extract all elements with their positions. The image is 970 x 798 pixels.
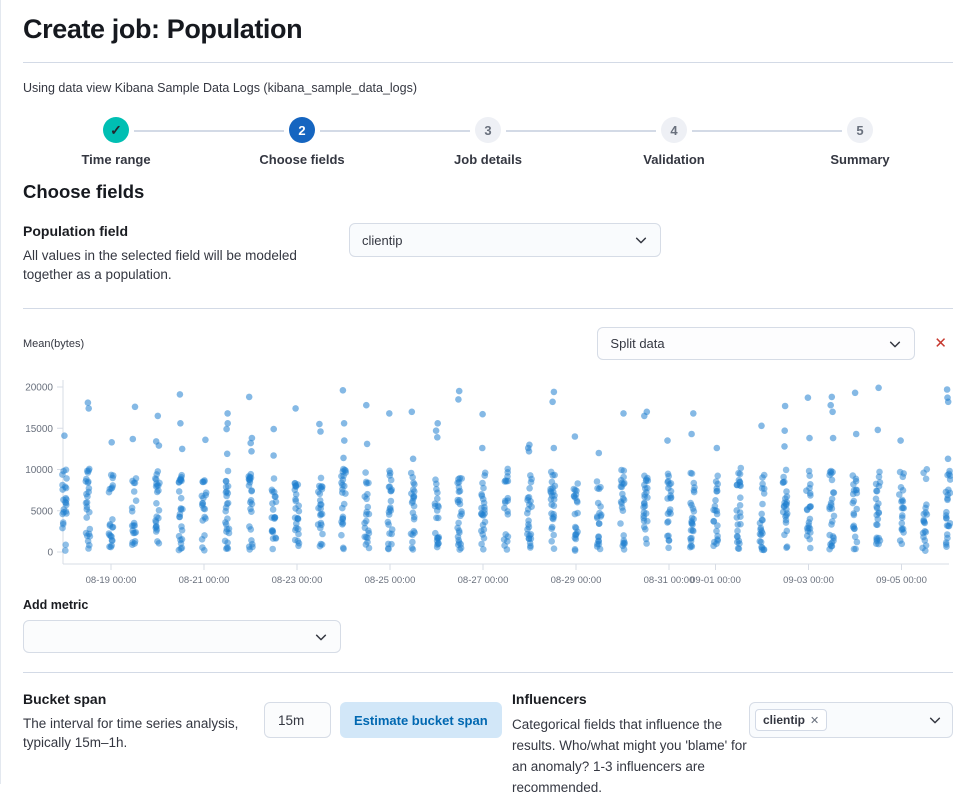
wizard-stepper: ✓ Time range 2 Choose fields 3 Job detai… [23, 117, 953, 167]
estimate-bucket-span-button[interactable]: Estimate bucket span [340, 702, 502, 738]
step-job-details[interactable]: 3 Job details [395, 117, 581, 167]
svg-text:08-27 00:00: 08-27 00:00 [458, 575, 509, 586]
svg-text:5000: 5000 [31, 506, 54, 517]
step-label: Summary [830, 152, 890, 167]
bottom-divider [23, 672, 953, 673]
influencers-heading: Influencers [512, 691, 587, 707]
chevron-down-icon [634, 233, 648, 247]
split-data-placeholder: Split data [610, 336, 665, 351]
influencers-description: Categorical fields that influence the re… [512, 717, 747, 795]
step-label: Time range [81, 152, 151, 167]
step-label: Choose fields [259, 152, 345, 167]
step-number: 4 [661, 117, 687, 143]
step-number: 5 [847, 117, 873, 143]
population-field-row: Population field All values in the selec… [23, 223, 953, 284]
svg-text:08-23 00:00: 08-23 00:00 [272, 575, 323, 586]
add-metric-section: Add metric [23, 598, 953, 653]
population-scatter-chart: 0 5000 10000 15000 20000 08-19 00:00 08-21 00:… [23, 374, 953, 592]
chevron-down-icon [888, 337, 902, 351]
metric-panel-divider [23, 308, 953, 309]
svg-text:08-21 00:00: 08-21 00:00 [179, 575, 230, 586]
bucket-span-section: Bucket span The interval for time series… [23, 691, 512, 798]
bucket-span-description: The interval for time series analysis, t… [23, 716, 239, 750]
remove-metric-icon[interactable]: ✕ [934, 335, 947, 352]
svg-text:20000: 20000 [25, 383, 53, 394]
svg-text:15000: 15000 [25, 424, 53, 435]
title-divider [23, 62, 953, 63]
population-field-select[interactable]: clientip [349, 223, 661, 257]
svg-text:08-31 00:00: 08-31 00:00 [644, 575, 695, 586]
page-title: Create job: Population [23, 14, 303, 44]
svg-text:09-03 00:00: 09-03 00:00 [783, 575, 834, 586]
influencer-tag: clientip ✕ [755, 709, 828, 731]
bucket-span-heading: Bucket span [23, 691, 107, 707]
influencers-combobox[interactable]: clientip ✕ [749, 702, 953, 738]
add-metric-select[interactable] [23, 620, 341, 653]
step-time-range[interactable]: ✓ Time range [23, 117, 209, 167]
step-number: 2 [289, 117, 315, 143]
data-view-subtitle: Using data view Kibana Sample Data Logs … [23, 81, 417, 95]
remove-influencer-icon[interactable]: ✕ [810, 714, 820, 727]
svg-text:10000: 10000 [25, 465, 53, 476]
chevron-down-icon [928, 713, 942, 727]
step-number: 3 [475, 117, 501, 143]
population-field-value: clientip [362, 232, 403, 248]
metric-header: Mean(bytes) Split data ✕ [23, 327, 953, 360]
svg-text:08-29 00:00: 08-29 00:00 [551, 575, 602, 586]
svg-text:08-19 00:00: 08-19 00:00 [86, 575, 137, 586]
svg-text:09-01 00:00: 09-01 00:00 [690, 575, 741, 586]
step-label: Validation [643, 152, 705, 167]
step-choose-fields[interactable]: 2 Choose fields [209, 117, 395, 167]
influencer-tag-label: clientip [763, 713, 806, 727]
add-metric-label: Add metric [23, 598, 89, 612]
metric-label: Mean(bytes) [23, 337, 85, 350]
influencers-section: Influencers Categorical fields that infl… [512, 691, 953, 798]
population-field-description: All values in the selected field will be… [23, 248, 297, 282]
step-label: Job details [454, 152, 522, 167]
bucket-span-input[interactable] [264, 702, 331, 738]
svg-text:0: 0 [47, 548, 53, 559]
step-validation[interactable]: 4 Validation [581, 117, 767, 167]
section-heading: Choose fields [23, 181, 145, 202]
population-field-label: Population field [23, 223, 128, 239]
svg-text:09-05 00:00: 09-05 00:00 [876, 575, 927, 586]
chevron-down-icon [314, 630, 328, 644]
split-data-select[interactable]: Split data [597, 327, 916, 360]
bottom-settings-row: Bucket span The interval for time series… [23, 691, 953, 798]
svg-text:08-25 00:00: 08-25 00:00 [365, 575, 416, 586]
step-summary[interactable]: 5 Summary [767, 117, 953, 167]
check-icon: ✓ [103, 117, 129, 143]
